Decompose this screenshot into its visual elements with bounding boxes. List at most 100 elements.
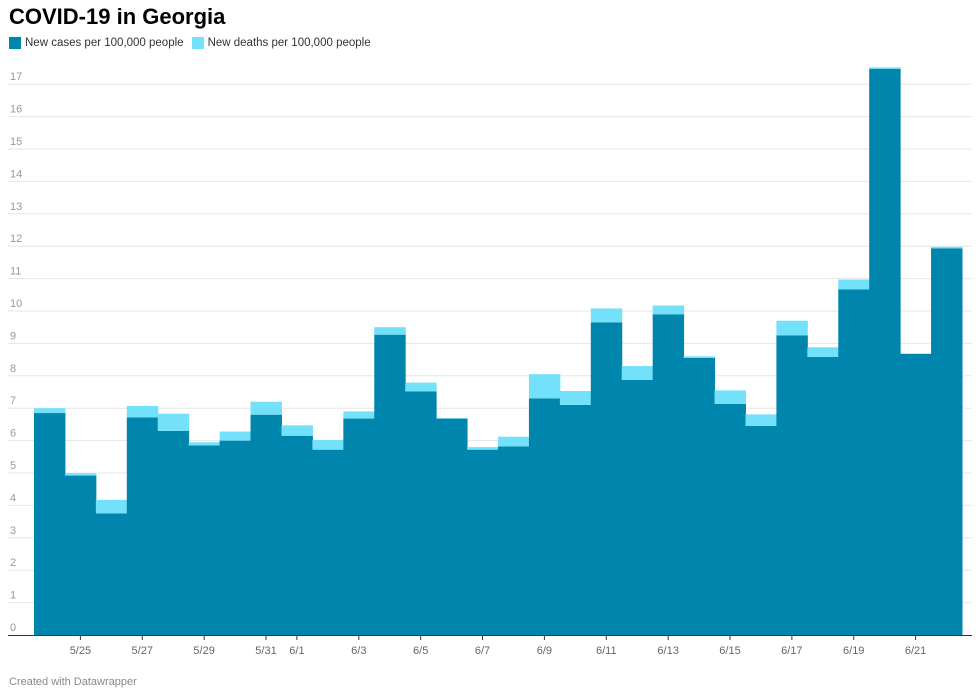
x-tick-label: 6/3 xyxy=(351,645,366,657)
y-tick-label: 7 xyxy=(10,395,16,407)
bar-cases-6-16 xyxy=(745,426,777,635)
bar-cases-6-9 xyxy=(528,398,561,635)
bar-deaths-6-12 xyxy=(621,366,654,381)
bar-cases-6-17 xyxy=(776,335,808,635)
x-tick-label: 6/21 xyxy=(905,645,926,657)
y-tick-label: 12 xyxy=(10,233,22,245)
bar-deaths-6-11 xyxy=(590,308,623,323)
bar-cases-5-30 xyxy=(219,440,252,635)
y-tick-label: 6 xyxy=(10,428,16,440)
chart-title: COVID-19 in Georgia xyxy=(9,4,226,29)
bar-cases-5-24 xyxy=(34,413,66,635)
bar-deaths-6-16 xyxy=(745,414,777,427)
bar-cases-5-27 xyxy=(126,417,159,635)
bar-deaths-5-31 xyxy=(250,401,282,415)
bar-cases-6-15 xyxy=(714,403,746,635)
x-tick-label: 5/29 xyxy=(193,645,214,657)
y-tick-label: 3 xyxy=(10,525,16,537)
bar-deaths-6-15 xyxy=(714,390,746,404)
y-tick-label: 9 xyxy=(10,330,16,342)
x-tick-label: 5/25 xyxy=(70,645,91,657)
x-tick-label: 6/15 xyxy=(719,645,740,657)
legend-label-cases: New cases per 100,000 people xyxy=(25,37,184,49)
bar-cases-6-5 xyxy=(405,391,437,635)
bar-cases-6-11 xyxy=(590,322,623,635)
x-tick-label: 6/17 xyxy=(781,645,802,657)
bar-cases-6-22 xyxy=(931,248,963,635)
x-tick-label: 6/11 xyxy=(596,645,617,657)
y-tick-label: 5 xyxy=(10,460,16,472)
bar-deaths-6-18 xyxy=(807,347,839,358)
bar-deaths-6-7 xyxy=(467,447,499,450)
y-tick-label: 14 xyxy=(10,168,22,180)
bar-cases-6-12 xyxy=(621,380,654,635)
footer-credit: Created with Datawrapper xyxy=(9,676,137,688)
y-tick-label: 17 xyxy=(10,71,22,83)
x-tick-label: 6/9 xyxy=(537,645,552,657)
x-tick-label: 6/1 xyxy=(289,645,304,657)
bar-deaths-6-19 xyxy=(838,279,870,290)
bar-cases-6-20 xyxy=(869,68,901,636)
x-tick-label: 5/31 xyxy=(255,645,276,657)
bar-cases-6-4 xyxy=(374,334,406,635)
bar-deaths-6-22 xyxy=(931,246,963,249)
bar-deaths-5-28 xyxy=(157,413,190,431)
y-tick-label: 16 xyxy=(10,104,22,116)
bar-deaths-6-2 xyxy=(312,439,344,450)
y-tick-label: 8 xyxy=(10,363,16,375)
bar-cases-5-25 xyxy=(64,475,97,635)
bar-deaths-5-24 xyxy=(34,408,66,414)
y-tick-label: 1 xyxy=(10,590,16,602)
bar-cases-5-28 xyxy=(157,430,190,635)
x-tick-label: 6/19 xyxy=(843,645,864,657)
bar-deaths-6-13 xyxy=(652,305,685,315)
bar-cases-6-10 xyxy=(559,404,592,635)
x-tick-label: 6/13 xyxy=(657,645,678,657)
bar-cases-6-3 xyxy=(343,418,375,635)
bar-cases-6-1 xyxy=(281,435,313,635)
legend-swatch-cases xyxy=(9,37,21,49)
bar-cases-6-7 xyxy=(467,449,499,635)
x-tick-label: 6/5 xyxy=(413,645,428,657)
y-tick-label: 13 xyxy=(10,201,22,213)
bar-cases-6-2 xyxy=(312,449,344,635)
x-tick-label: 6/7 xyxy=(475,645,490,657)
bar-cases-5-26 xyxy=(95,513,128,635)
bar-deaths-6-5 xyxy=(405,382,437,392)
y-tick-label: 4 xyxy=(10,492,16,504)
bar-deaths-6-8 xyxy=(498,436,530,447)
bar-deaths-6-4 xyxy=(374,327,406,335)
legend-label-deaths: New deaths per 100,000 people xyxy=(207,37,371,49)
bar-deaths-5-27 xyxy=(126,405,159,418)
legend-swatch-deaths xyxy=(191,37,204,49)
bar-cases-6-13 xyxy=(652,314,685,635)
bar-cases-5-31 xyxy=(250,414,282,635)
bar-cases-6-21 xyxy=(900,353,932,635)
y-tick-label: 2 xyxy=(10,557,16,569)
bar-cases-6-8 xyxy=(498,446,530,635)
bar-deaths-6-10 xyxy=(559,391,592,405)
y-tick-label: 15 xyxy=(10,136,22,148)
bar-deaths-5-29 xyxy=(188,442,221,446)
x-tick-label: 5/27 xyxy=(132,645,153,657)
bar-deaths-5-30 xyxy=(219,431,252,441)
bar-deaths-6-20 xyxy=(869,67,901,69)
bar-cases-6-19 xyxy=(838,289,870,635)
bar-cases-5-29 xyxy=(188,445,221,635)
bar-deaths-6-1 xyxy=(281,425,313,436)
y-tick-label: 0 xyxy=(10,622,16,634)
legend-item-deaths: New deaths per 100,000 people xyxy=(191,37,371,49)
y-tick-label: 10 xyxy=(10,298,22,310)
bar-deaths-6-9 xyxy=(528,374,561,399)
bar-deaths-6-3 xyxy=(343,411,375,419)
bar-deaths-6-14 xyxy=(683,356,716,358)
legend: New cases per 100,000 people New deaths … xyxy=(9,37,371,49)
bar-deaths-5-26 xyxy=(95,499,128,514)
legend-item-cases: New cases per 100,000 people xyxy=(9,37,184,49)
bar-cases-6-14 xyxy=(683,357,716,635)
y-tick-label: 11 xyxy=(10,266,21,278)
bar-cases-6-18 xyxy=(807,357,839,635)
bar-deaths-6-17 xyxy=(776,320,808,336)
bar-deaths-5-25 xyxy=(64,473,97,476)
